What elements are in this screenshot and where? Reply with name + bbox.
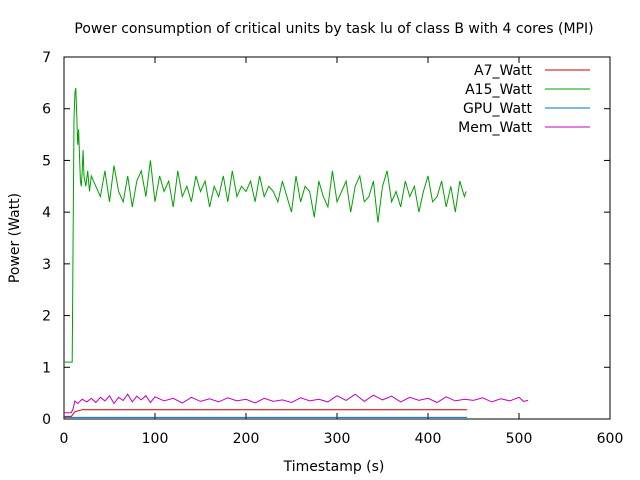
legend-label-a15-watt: A15_Watt (465, 82, 532, 98)
series-line-a15-watt (64, 87, 467, 363)
y-tick-label: 3 (42, 257, 51, 273)
y-tick-label: 5 (42, 153, 51, 169)
series-lines (64, 87, 529, 418)
x-axis-label: Timestamp (s) (283, 459, 385, 475)
legend-label-mem-watt: Mem_Watt (458, 120, 532, 136)
y-tick-label: 7 (42, 50, 51, 66)
y-tick-label: 6 (42, 102, 51, 118)
y-tick-label: 2 (42, 309, 51, 325)
x-tick-label: 300 (324, 431, 351, 447)
x-tick-label: 0 (60, 431, 69, 447)
series-line-a7-watt (64, 409, 468, 417)
x-tick-label: 500 (506, 431, 533, 447)
x-tick-label: 400 (415, 431, 442, 447)
y-tick-label: 0 (42, 412, 51, 428)
y-tick-label: 4 (42, 205, 51, 221)
legend-label-gpu-watt: GPU_Watt (463, 101, 533, 117)
x-tick-label: 600 (597, 431, 624, 447)
axis-ticks: 0 100 200 300 400 500 600 0 1 2 3 4 5 6 7 (42, 50, 623, 447)
series-line-mem-watt (64, 393, 529, 414)
x-tick-label: 200 (233, 431, 260, 447)
y-axis-label: Power (Watt) (7, 193, 23, 283)
legend-label-a7-watt: A7_Watt (474, 63, 533, 79)
legend: A7_Watt A15_Watt GPU_Watt Mem_Watt (458, 63, 590, 136)
chart-title: Power consumption of critical units by t… (74, 21, 593, 37)
y-tick-label: 1 (42, 360, 51, 376)
x-tick-label: 100 (142, 431, 169, 447)
